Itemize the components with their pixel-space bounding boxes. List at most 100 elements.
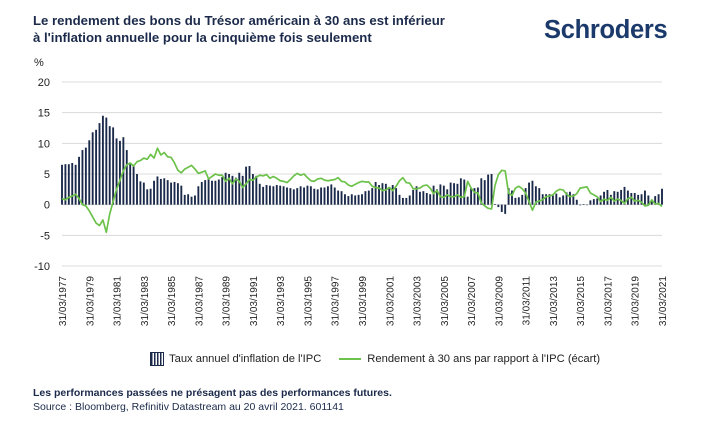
- inflation-bar: [507, 188, 510, 205]
- y-tick-label: 0: [44, 200, 50, 212]
- x-tick-label: 31/03/2019: [631, 276, 642, 326]
- inflation-bar: [207, 178, 210, 205]
- inflation-bar: [661, 188, 663, 205]
- inflation-bar: [194, 195, 196, 205]
- y-tick-label: 20: [38, 77, 50, 89]
- inflation-bar: [429, 194, 432, 205]
- x-axis-ticks: 31/03/1977 31/03/1979 31/03/1981 31/03/1983…: [58, 276, 669, 326]
- inflation-bar: [146, 189, 149, 205]
- inflation-bar: [565, 192, 568, 205]
- inflation-bar: [572, 194, 575, 205]
- inflation-bar: [490, 174, 493, 205]
- inflation-bar: [398, 194, 401, 205]
- inflation-bar: [425, 193, 428, 205]
- inflation-bar: [419, 191, 421, 205]
- inflation-bar: [384, 183, 387, 205]
- chart-title: Le rendement des bons du Trésor américai…: [33, 12, 503, 46]
- inflation-bar: [241, 175, 244, 205]
- inflation-bar: [463, 179, 466, 205]
- inflation-bar: [84, 147, 87, 205]
- inflation-bar: [231, 175, 234, 205]
- inflation-bar: [316, 189, 319, 205]
- inflation-bar: [401, 197, 404, 205]
- inflation-bar: [217, 179, 220, 205]
- inflation-bar: [125, 150, 128, 205]
- spread-line: [61, 147, 663, 234]
- x-tick-label: 31/03/1985: [167, 276, 178, 326]
- inflation-bar: [292, 189, 295, 205]
- inflation-bar: [251, 174, 254, 205]
- inflation-bar: [269, 185, 271, 205]
- inflation-bar: [609, 194, 612, 205]
- inflation-bar: [200, 181, 203, 205]
- x-tick-label: 31/03/2005: [440, 276, 451, 326]
- inflation-bar: [296, 188, 299, 205]
- inflation-bar: [442, 185, 445, 205]
- inflation-bar: [603, 191, 605, 205]
- inflation-bar: [517, 197, 520, 205]
- inflation-bar: [340, 191, 343, 205]
- inflation-bar: [105, 117, 108, 205]
- inflation-bar: [582, 204, 585, 205]
- inflation-bar: [630, 193, 633, 205]
- inflation-bar: [275, 185, 278, 205]
- inflation-bar: [136, 174, 138, 205]
- inflation-bar: [412, 189, 415, 205]
- inflation-bar: [391, 185, 394, 205]
- inflation-bar: [616, 191, 619, 205]
- inflation-bar: [361, 194, 363, 205]
- inflation-bar: [245, 166, 248, 205]
- inflation-bar: [371, 188, 374, 205]
- inflation-bar: [350, 194, 353, 205]
- inflation-bar: [551, 195, 554, 205]
- x-tick-label: 31/03/1983: [140, 276, 151, 326]
- inflation-bar: [531, 180, 534, 205]
- inflation-bar: [548, 194, 551, 205]
- inflation-bar: [190, 196, 193, 205]
- inflation-bar: [149, 188, 152, 205]
- inflation-bar: [606, 189, 609, 205]
- inflation-bar: [405, 197, 408, 205]
- inflation-bar: [555, 193, 558, 205]
- inflation-bar: [640, 194, 643, 205]
- x-tick-label: 31/03/1995: [303, 276, 314, 326]
- inflation-bar: [211, 180, 213, 205]
- inflation-bar: [265, 185, 268, 205]
- inflation-bar: [422, 191, 425, 205]
- inflation-bar: [473, 188, 476, 205]
- inflation-bar: [129, 162, 132, 205]
- inflation-bar: [204, 180, 207, 205]
- inflation-bar: [272, 186, 275, 205]
- inflation-bar: [569, 191, 571, 205]
- inflation-bar: [88, 140, 91, 205]
- inflation-bar: [374, 181, 377, 205]
- inflation-bar: [545, 194, 548, 205]
- inflation-bar: [180, 185, 183, 205]
- inflation-bar: [623, 186, 626, 205]
- inflation-bar: [453, 183, 455, 205]
- y-axis-ticks: -10 -5 0 5 10 15 20: [34, 77, 50, 273]
- inflation-bar: [299, 186, 302, 205]
- inflation-bar: [142, 182, 145, 205]
- y-axis-unit-label: %: [34, 57, 44, 69]
- inflation-bar: [187, 194, 190, 205]
- inflation-bar: [633, 193, 636, 205]
- inflation-bar: [282, 186, 285, 205]
- x-tick-label: 31/03/2017: [603, 276, 614, 326]
- inflation-bar: [313, 188, 316, 205]
- inflation-bar: [436, 189, 438, 205]
- inflation-bar: [562, 195, 565, 205]
- x-tick-label: 31/03/1977: [58, 276, 69, 326]
- inflation-bar: [514, 197, 517, 205]
- inflation-bar: [650, 200, 653, 205]
- inflation-bar: [333, 187, 336, 205]
- inflation-bar: [303, 187, 305, 205]
- inflation-bar: [534, 186, 537, 205]
- inflation-bar: [64, 164, 67, 205]
- chart-title-line-2: à l'inflation annuelle pour la cinquième…: [33, 30, 372, 45]
- legend-bar-label: Taux annuel d'inflation de l'IPC: [169, 353, 322, 365]
- inflation-bar: [153, 180, 155, 205]
- inflation-bar: [524, 188, 527, 205]
- legend-bar-swatch: [150, 352, 164, 366]
- inflation-bar: [279, 185, 282, 205]
